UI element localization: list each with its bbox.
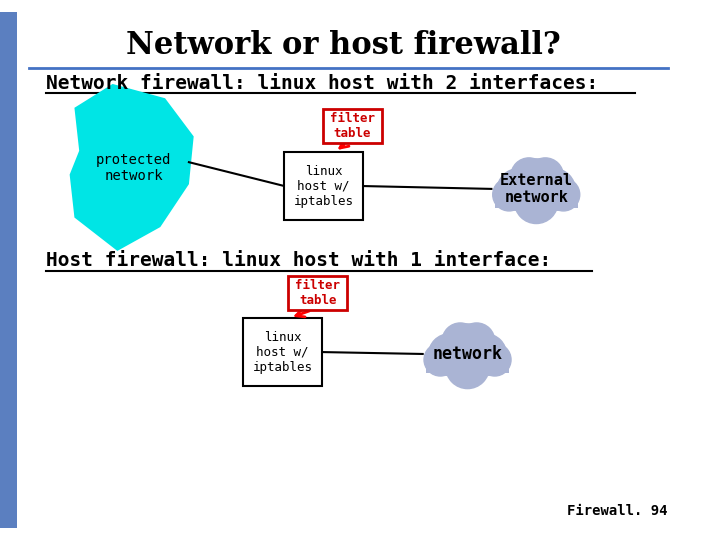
Circle shape	[515, 180, 558, 224]
Text: linux
host w/
iptables: linux host w/ iptables	[294, 165, 354, 207]
Text: External
network: External network	[500, 173, 572, 205]
Text: linux
host w/
iptables: linux host w/ iptables	[253, 330, 312, 374]
Circle shape	[446, 345, 490, 389]
FancyBboxPatch shape	[288, 276, 347, 310]
Circle shape	[498, 169, 539, 211]
Text: protected
network: protected network	[96, 153, 171, 183]
Circle shape	[442, 323, 478, 359]
Circle shape	[511, 158, 547, 194]
Circle shape	[428, 334, 470, 375]
Circle shape	[509, 159, 564, 213]
Text: network: network	[433, 345, 503, 363]
Circle shape	[424, 343, 456, 376]
Text: Host firewall: linux host with 1 interface:: Host firewall: linux host with 1 interfa…	[46, 251, 551, 270]
FancyBboxPatch shape	[495, 187, 578, 207]
Circle shape	[534, 169, 575, 211]
FancyBboxPatch shape	[284, 152, 363, 220]
Polygon shape	[70, 84, 194, 251]
FancyBboxPatch shape	[323, 109, 382, 143]
Circle shape	[492, 178, 526, 211]
FancyBboxPatch shape	[0, 12, 17, 528]
Text: Network or host firewall?: Network or host firewall?	[126, 30, 561, 61]
Circle shape	[527, 158, 564, 194]
Circle shape	[478, 343, 511, 376]
Circle shape	[459, 323, 495, 359]
Text: Firewall. 94: Firewall. 94	[567, 504, 668, 518]
Circle shape	[441, 324, 495, 379]
Circle shape	[547, 178, 580, 211]
FancyBboxPatch shape	[243, 318, 322, 387]
Text: Network firewall: linux host with 2 interfaces:: Network firewall: linux host with 2 inte…	[46, 75, 598, 93]
Text: filter
table: filter table	[330, 112, 374, 140]
Text: filter
table: filter table	[295, 279, 341, 307]
FancyBboxPatch shape	[426, 353, 509, 373]
Circle shape	[465, 334, 506, 375]
